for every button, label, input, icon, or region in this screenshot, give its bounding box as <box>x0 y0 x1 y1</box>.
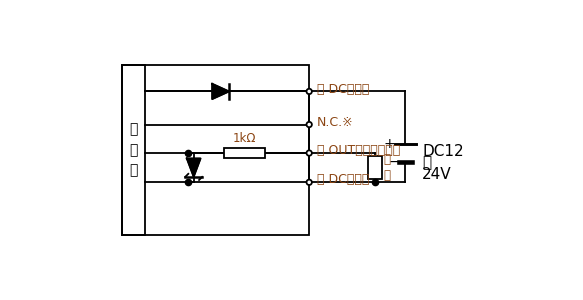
Polygon shape <box>212 84 229 99</box>
Bar <box>122 65 309 235</box>
Text: ～: ～ <box>422 155 431 170</box>
Text: N.C.※: N.C.※ <box>317 116 353 129</box>
Bar <box>122 65 145 235</box>
Text: 主
回
路: 主 回 路 <box>129 122 138 178</box>
Text: 青 DC（－）: 青 DC（－） <box>317 173 369 187</box>
Text: 負
荷: 負 荷 <box>384 153 391 182</box>
Text: 24V: 24V <box>422 167 452 182</box>
Bar <box>224 148 265 158</box>
Circle shape <box>307 150 312 156</box>
Circle shape <box>307 89 312 94</box>
Text: DC12: DC12 <box>422 144 464 159</box>
Polygon shape <box>187 158 201 177</box>
Circle shape <box>307 180 312 185</box>
Text: −: − <box>388 155 400 169</box>
Text: 黒 OUT（電圧出力）: 黒 OUT（電圧出力） <box>317 144 400 157</box>
Text: 1kΩ: 1kΩ <box>233 132 257 145</box>
Bar <box>368 156 381 179</box>
Text: 茶 DC（＋）: 茶 DC（＋） <box>317 82 369 96</box>
Circle shape <box>307 122 312 127</box>
Text: +: + <box>384 137 395 151</box>
